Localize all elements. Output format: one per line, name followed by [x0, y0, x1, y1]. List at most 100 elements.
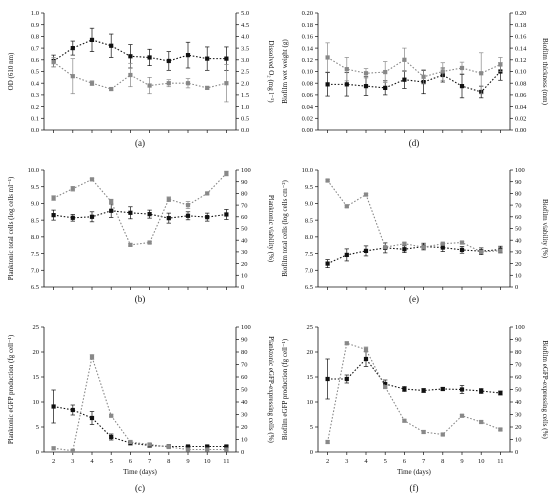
- data-point: [89, 415, 95, 421]
- data-point: [325, 178, 330, 183]
- panel-label: (d): [409, 138, 420, 148]
- data-point: [440, 69, 445, 74]
- right-tick-label: 60: [241, 214, 248, 221]
- left-tick-label: 10.0: [28, 167, 39, 174]
- data-point: [51, 195, 56, 201]
- left-tick-label: 0.16: [302, 34, 314, 41]
- data-point: [421, 74, 426, 79]
- data-point: [383, 69, 388, 75]
- data-point: [402, 386, 407, 392]
- x-tick-label: 10: [478, 458, 485, 465]
- x-axis-title: Time (days): [123, 468, 157, 476]
- data-point: [70, 74, 75, 79]
- left-tick-label: 5: [310, 424, 313, 431]
- data-point: [147, 83, 152, 88]
- data-point: [70, 46, 75, 51]
- right-tick-label: 80: [515, 349, 522, 356]
- left-tick-label: 0.00: [302, 127, 313, 134]
- data-point: [224, 447, 229, 452]
- right-tick-label: 90: [515, 337, 522, 344]
- data-point: [109, 43, 114, 48]
- right-tick-label: 30: [515, 249, 522, 256]
- series-grey: [325, 341, 503, 445]
- data-point: [109, 413, 114, 418]
- data-point: [70, 186, 75, 191]
- data-point: [109, 434, 114, 440]
- left-axis-title: Planktonic total cells (log cells ml⁻¹): [7, 176, 15, 280]
- left-tick-label: 20: [33, 349, 40, 356]
- series-line: [327, 180, 501, 253]
- x-tick-label: 6: [129, 458, 133, 465]
- series-line: [53, 39, 227, 62]
- data-point: [459, 84, 465, 89]
- data-point: [363, 356, 369, 362]
- right-tick-label: 0.06: [515, 92, 527, 99]
- data-point: [344, 67, 349, 72]
- data-point: [166, 81, 171, 86]
- left-tick-label: 0.4: [31, 80, 40, 87]
- left-tick-label: 7.5: [31, 251, 39, 258]
- right-tick-label: 60: [241, 374, 248, 381]
- right-tick-label: 0.00: [515, 127, 526, 134]
- data-point: [205, 191, 210, 196]
- right-tick-label: 0.0: [241, 127, 249, 134]
- panel-label: (f): [410, 483, 419, 493]
- right-tick-label: 70: [241, 202, 248, 209]
- left-tick-label: 5: [36, 424, 39, 431]
- x-tick-label: 5: [110, 458, 113, 465]
- left-tick-label: 0.5: [31, 69, 39, 76]
- left-tick-label: 0.02: [302, 116, 313, 123]
- data-point: [166, 444, 171, 450]
- right-tick-label: 1.0: [241, 104, 249, 111]
- series-line: [327, 245, 501, 265]
- data-point: [224, 171, 229, 176]
- data-point: [70, 407, 75, 413]
- data-point: [325, 439, 330, 445]
- series-line: [53, 61, 227, 90]
- x-tick-label: 4: [364, 458, 368, 465]
- right-tick-label: 50: [241, 226, 248, 233]
- data-point: [51, 60, 56, 65]
- right-tick-label: 50: [241, 387, 248, 394]
- data-point: [51, 404, 56, 409]
- series-line: [53, 405, 227, 448]
- data-point: [421, 245, 426, 250]
- left-tick-label: 9.0: [305, 201, 313, 208]
- x-tick-label: 2: [326, 458, 329, 465]
- right-tick-label: 0.14: [515, 45, 527, 52]
- x-tick-label: 11: [497, 458, 503, 465]
- data-point: [185, 447, 191, 452]
- x-tick-label: 10: [204, 458, 211, 465]
- data-point: [89, 214, 95, 219]
- left-tick-label: 0.2: [31, 104, 39, 111]
- right-axis-title: Biofilm viability (%): [541, 199, 549, 259]
- left-axis-title: Biofilm wet weight (g): [281, 39, 289, 104]
- left-tick-label: 6.5: [31, 284, 39, 291]
- panel-b: 6.5 7.0 7.5 8.0 8.5 9.0 9.5 10.0 0 10 20 30 40 50 60 70…: [7, 167, 275, 304]
- right-axis-title: Planktonic viability (%): [267, 195, 275, 263]
- series-line: [53, 354, 227, 452]
- right-axis-title: Biofilm thickness (mm): [541, 38, 549, 106]
- data-point: [383, 384, 388, 390]
- left-tick-label: 0.9: [31, 22, 39, 29]
- left-tick-label: 0: [310, 449, 313, 456]
- data-point: [363, 71, 369, 76]
- x-tick-label: 9: [460, 458, 463, 465]
- right-tick-label: 5.0: [241, 10, 249, 17]
- right-tick-label: 20: [515, 424, 522, 431]
- left-tick-label: 7.0: [305, 267, 313, 274]
- data-point: [89, 177, 95, 182]
- data-point: [205, 444, 210, 449]
- data-point: [344, 82, 349, 87]
- right-tick-label: 60: [515, 374, 522, 381]
- right-tick-label: 3.0: [241, 57, 249, 64]
- data-point: [109, 208, 114, 213]
- right-tick-label: 20: [241, 261, 248, 268]
- panel-f: 0 5 10 15 20 25 0 10 20 30 40 50 60 70 80 90 100 2 3 4 5 6 7 8 9…: [281, 324, 549, 493]
- series-line: [327, 56, 501, 78]
- series-line: [53, 210, 227, 219]
- right-tick-label: 0.12: [515, 57, 526, 64]
- panel-d: 0.00 0.02 0.04 0.06 0.08 0.10 0.12 0.14 0.16 0.18…: [281, 10, 549, 148]
- left-tick-label: 0.7: [31, 45, 40, 52]
- data-point: [185, 213, 191, 218]
